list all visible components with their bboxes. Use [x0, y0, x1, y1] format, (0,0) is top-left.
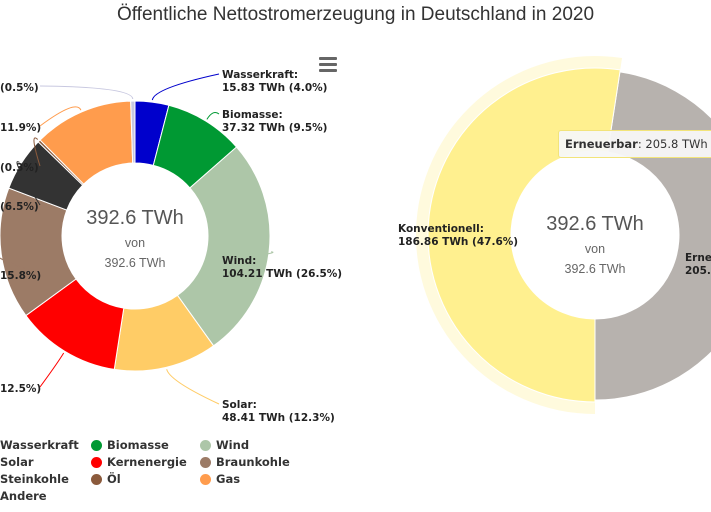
legend-item-gas[interactable]: Gas: [200, 472, 241, 489]
legend-label: Steinkohle: [0, 472, 69, 486]
chart-title: Öffentliche Nettostromerzeugung in Deuts…: [116, 4, 595, 25]
center-total-2: 392.6 TWh: [565, 262, 626, 276]
tooltip-name: Erneuerbar: [565, 137, 638, 151]
legend-marker-icon: [200, 474, 211, 485]
connector-gas: [39, 106, 82, 127]
label-value-braunkohle: 15.8%): [0, 270, 41, 282]
label-value-kernenergie: 12.5%): [0, 383, 41, 395]
legend: Wasserkraft Biomasse Wind Solar Kernenergie B…: [0, 438, 330, 512]
label-name-erneuerbar: Erne: [685, 252, 711, 264]
legend-label: Andere: [0, 489, 47, 503]
label-name-wasserkraft: Wasserkraft:: [222, 69, 298, 81]
label-value-wasserkraft: 15.83 TWh (4.0%): [222, 82, 327, 94]
legend-item-wasserkraft[interactable]: Wasserkraft: [0, 438, 79, 455]
slice-wind[interactable]: [176, 146, 271, 347]
legend-marker-icon: [91, 457, 102, 468]
tooltip: Erneuerbar: 205.8 TWh (5: [558, 130, 711, 158]
connector-braunkohle: [0, 257, 41, 275]
connector-kernenergie: [39, 352, 65, 388]
legend-label: Gas: [216, 472, 241, 486]
legend-label: Biomasse: [107, 438, 169, 452]
connector-oel: [33, 137, 41, 167]
legend-marker-icon: [91, 474, 102, 485]
label-value-konventionell: 186.86 TWh (47.6%): [398, 236, 518, 248]
center-total: 392.6 TWh: [105, 256, 166, 270]
label-value-biomasse: 37.32 TWh (9.5%): [222, 122, 327, 134]
connector-wind: [218, 251, 274, 261]
center-of-label: von: [125, 236, 145, 250]
legend-label: Braunkohle: [216, 455, 290, 469]
legend-label: Wasserkraft: [0, 438, 79, 452]
tooltip-value: 205.8 TWh (5: [645, 137, 711, 151]
connector-wasserkraft: [151, 73, 220, 101]
label-value-steinkohle: (6.5%): [0, 201, 39, 213]
legend-label: Solar: [0, 455, 34, 469]
connector-solar: [166, 369, 220, 405]
label-value-wind: 104.21 TWh (26.5%): [222, 268, 342, 280]
legend-item-solar[interactable]: Solar: [0, 455, 34, 472]
legend-marker-icon: [200, 440, 211, 451]
label-name-wind: Wind:: [222, 255, 256, 267]
legend-marker-icon: [91, 440, 102, 451]
label-value-gas: 11.9%): [0, 122, 41, 134]
center-total-value-2: 392.6 TWh: [546, 213, 643, 235]
legend-item-wind[interactable]: Wind: [200, 438, 250, 455]
center-total-value: 392.6 TWh: [86, 207, 183, 229]
label-value-oel: (0.3%): [0, 162, 39, 174]
hamburger-menu-icon[interactable]: [319, 57, 337, 73]
donut-chart-share: Konventionell:186.86 TWh (47.6%)Erne205.…: [398, 55, 711, 414]
label-value-solar: 48.41 TWh (12.3%): [222, 412, 335, 424]
label-name-konventionell: Konventionell:: [398, 223, 484, 235]
legend-item-oel[interactable]: Öl: [91, 472, 121, 489]
center-of-label-2: von: [585, 242, 605, 256]
legend-item-kernenergie[interactable]: Kernenergie: [91, 455, 187, 472]
legend-item-andere[interactable]: Andere: [0, 489, 47, 506]
label-value-andere: (0.5%): [0, 82, 39, 94]
slice-andere[interactable]: [130, 100, 136, 164]
connector-steinkohle: [16, 161, 41, 206]
legend-label: Wind: [216, 438, 250, 452]
connector-andere: [39, 85, 134, 100]
label-name-solar: Solar:: [222, 399, 257, 411]
legend-item-braunkohle[interactable]: Braunkohle: [200, 455, 290, 472]
legend-label: Kernenergie: [107, 455, 187, 469]
legend-marker-icon: [200, 457, 211, 468]
label-value-erneuerbar: 205.: [685, 265, 711, 277]
label-name-biomasse: Biomasse:: [222, 109, 283, 121]
connector-biomasse: [206, 111, 220, 120]
donut-chart-sources: Wasserkraft:15.83 TWh (4.0%) Biomasse:37.…: [0, 69, 342, 424]
legend-item-steinkohle[interactable]: Steinkohle: [0, 472, 69, 489]
legend-label: Öl: [107, 472, 121, 486]
legend-item-biomasse[interactable]: Biomasse: [91, 438, 169, 455]
